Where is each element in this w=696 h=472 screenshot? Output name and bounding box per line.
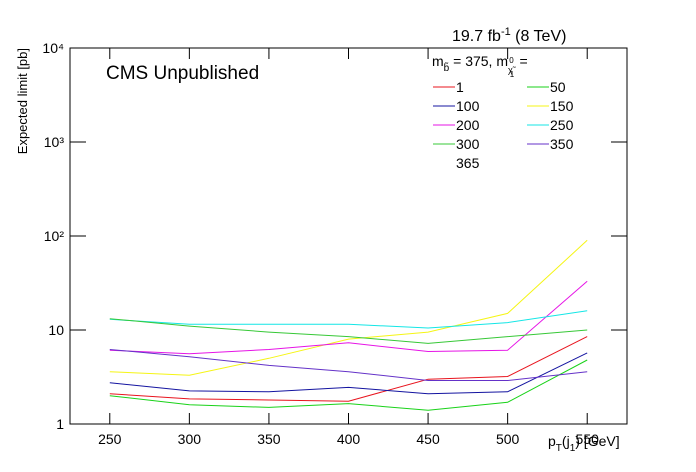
x-tick-label: 500 bbox=[496, 431, 520, 447]
x-tick-label: 250 bbox=[98, 431, 122, 447]
legend-title-part: m bbox=[432, 53, 444, 69]
x-axis-label-part: 1 bbox=[570, 443, 576, 454]
legend-title-part: 0 bbox=[509, 56, 514, 65]
legend-title-part: = bbox=[516, 53, 528, 69]
legend-title-part: = 375, m bbox=[449, 53, 508, 69]
y-tick-label: 10² bbox=[44, 228, 65, 244]
annotation: CMS Unpublished bbox=[106, 63, 259, 84]
legend-label: 200 bbox=[456, 117, 480, 133]
chart-title: 19.7 fb-1 (8 TeV) bbox=[452, 26, 566, 45]
legend-label: 150 bbox=[550, 98, 574, 114]
plot-frame bbox=[69, 47, 628, 425]
series-line bbox=[109, 352, 588, 395]
x-axis-label-part: T bbox=[556, 443, 562, 454]
legend-title-part: 1 bbox=[510, 70, 515, 79]
series-line bbox=[109, 359, 588, 411]
chart-title-part: -1 bbox=[501, 26, 511, 38]
series-line bbox=[109, 310, 588, 329]
x-tick-label: 450 bbox=[416, 431, 440, 447]
series-line bbox=[109, 318, 588, 344]
x-tick-label: 400 bbox=[337, 431, 361, 447]
y-tick-label: 1 bbox=[56, 416, 64, 432]
y-axis-label: Expected limit [pb] bbox=[15, 48, 30, 154]
legend-label: 100 bbox=[456, 98, 480, 114]
x-tick-label: 300 bbox=[178, 431, 202, 447]
legend-title: mb̃ = 375, mχ̃1 0 = bbox=[432, 53, 528, 79]
x-axis-label-part: (j bbox=[562, 433, 570, 449]
legend-label: 50 bbox=[550, 79, 566, 95]
y-tick-label: 10³ bbox=[44, 134, 65, 150]
series-line bbox=[109, 349, 588, 381]
y-tick-label: 10 bbox=[48, 322, 64, 338]
series-line bbox=[109, 336, 588, 402]
legend-title-part: b̃ bbox=[444, 61, 450, 74]
legend-label: 1 bbox=[456, 79, 464, 95]
legend-title-part: χ̃ bbox=[508, 65, 517, 75]
chart-title-part: 19.7 fb bbox=[452, 28, 501, 45]
x-tick-label: 350 bbox=[257, 431, 281, 447]
chart-title-part: (8 TeV) bbox=[511, 28, 567, 45]
legend-label: 300 bbox=[456, 136, 480, 152]
legend-label: 250 bbox=[550, 117, 574, 133]
legend-label: 350 bbox=[550, 136, 574, 152]
legend-label: 365 bbox=[456, 155, 480, 171]
series-line bbox=[109, 239, 588, 376]
y-tick-label: 10⁴ bbox=[42, 40, 64, 56]
series-line bbox=[109, 280, 588, 355]
x-tick-label: 550 bbox=[576, 431, 600, 447]
x-axis-label-part: ) [GeV] bbox=[575, 433, 619, 449]
x-axis-label-part: p bbox=[548, 433, 556, 449]
x-axis-label: pT(j1) [GeV] bbox=[548, 433, 620, 454]
